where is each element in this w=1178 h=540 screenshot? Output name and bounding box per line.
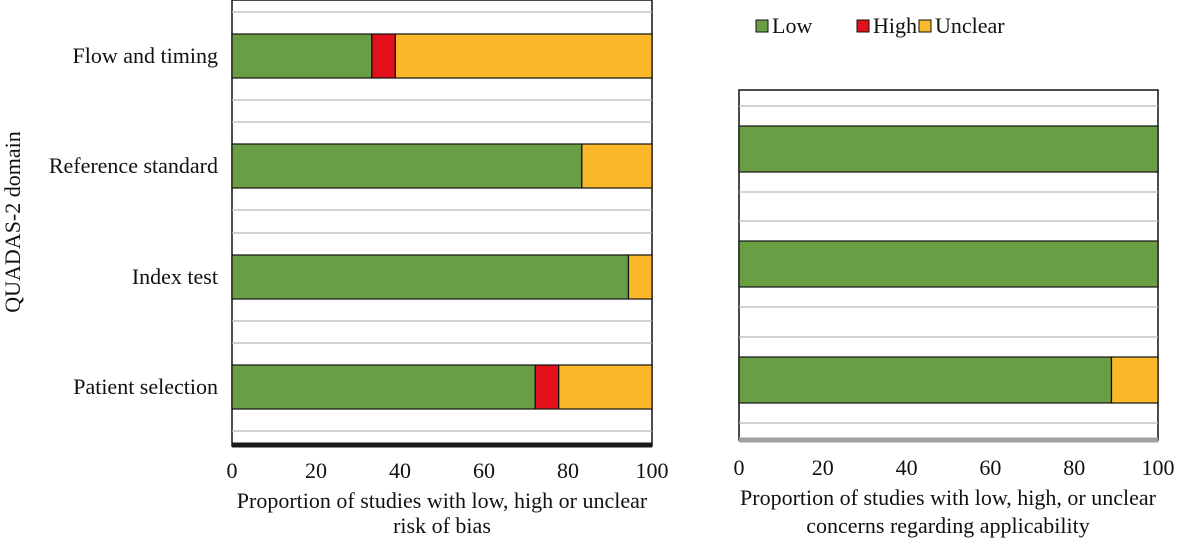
x-tick-label: 100 [636, 458, 669, 483]
bar-high-flow-and-timing [371, 33, 396, 79]
legend-swatch-unclear [918, 19, 932, 33]
bar-high-patient-selection [534, 364, 560, 410]
x-axis-label: risk of bias [393, 513, 491, 538]
bar-low-reference-standard [231, 143, 583, 189]
bar-low-patient-selection [231, 364, 536, 410]
bar-low-reference-standard [738, 125, 1159, 173]
x-tick-label: 20 [305, 458, 327, 483]
bar-unclear-flow-and-timing [394, 33, 653, 79]
bar-low-index-test [231, 254, 630, 300]
category-label-reference-standard: Reference standard [49, 153, 218, 178]
x-tick-label: 80 [1063, 455, 1085, 480]
legend-swatch-low [755, 19, 769, 33]
x-tick-label: 20 [812, 455, 834, 480]
legend-label-low: Low [772, 13, 812, 38]
y-axis-label: QUADAS-2 domain [0, 131, 25, 313]
bar-unclear-reference-standard [581, 143, 653, 189]
x-axis-label: Proportion of studies with low, high, or… [740, 485, 1157, 510]
x-tick-label: 0 [227, 458, 238, 483]
x-tick-label: 0 [734, 455, 745, 480]
legend-label-unclear: Unclear [935, 13, 1005, 38]
x-tick-label: 40 [896, 455, 918, 480]
bar-low-patient-selection [738, 356, 1113, 404]
x-axis-label: Proportion of studies with low, high or … [237, 488, 648, 513]
x-tick-label: 60 [473, 458, 495, 483]
x-tick-label: 60 [979, 455, 1001, 480]
x-axis-label: concerns regarding applicability [806, 513, 1089, 538]
x-tick-label: 80 [557, 458, 579, 483]
bar-unclear-index-test [627, 254, 653, 300]
bar-unclear-patient-selection [1110, 356, 1159, 404]
legend-label-high: High [873, 13, 917, 38]
category-label-index-test: Index test [132, 264, 218, 289]
bar-low-flow-and-timing [231, 33, 373, 79]
category-label-flow-and-timing: Flow and timing [73, 43, 218, 68]
legend-swatch-high [856, 19, 870, 33]
category-label-patient-selection: Patient selection [73, 374, 218, 399]
bar-unclear-patient-selection [558, 364, 653, 410]
bar-low-index-test [738, 240, 1159, 288]
x-tick-label: 100 [1142, 455, 1175, 480]
x-tick-label: 40 [389, 458, 411, 483]
